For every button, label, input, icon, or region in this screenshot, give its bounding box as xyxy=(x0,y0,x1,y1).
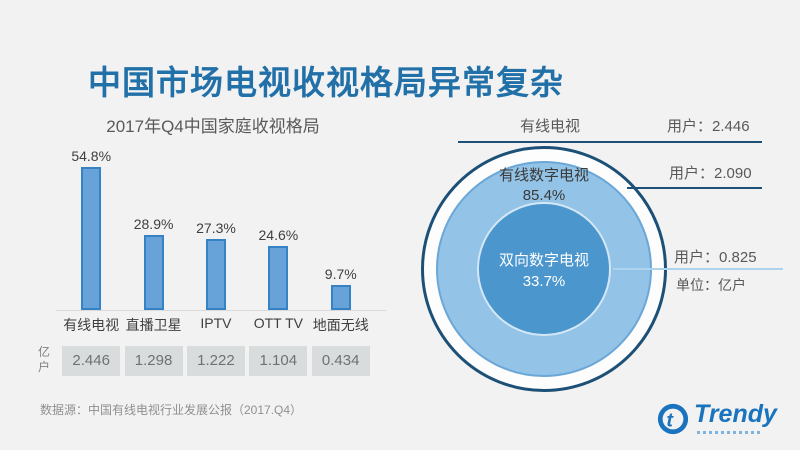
bar-column: 27.3% xyxy=(185,140,247,310)
bar-value-label: 54.8% xyxy=(71,148,112,164)
bar-chart: 54.8% 28.9% 27.3% 24.6% 9.7% xyxy=(60,140,372,310)
middle-circle-users: 用户：2.090 xyxy=(669,165,752,182)
bar-column: 28.9% xyxy=(122,140,184,310)
bar xyxy=(205,239,226,310)
svg-text:t: t xyxy=(666,410,674,432)
bar-column: 54.8% xyxy=(60,140,122,310)
bar-column: 9.7% xyxy=(310,140,372,310)
bar-chart-baseline xyxy=(56,310,386,311)
middle-circle-label: 有线数字电视 85.4% xyxy=(464,166,624,206)
bar-category-label: IPTV xyxy=(200,315,232,331)
inner-circle-users: 用户：0.825 xyxy=(674,249,757,266)
callout-line-middle xyxy=(627,187,762,189)
unit-note: 单位：亿户 xyxy=(676,277,746,293)
user-count-cell: 0.434 xyxy=(311,346,370,376)
bar-category-label: OTT TV xyxy=(253,315,303,331)
bar-category-label: 地面无线 xyxy=(312,317,369,333)
outer-ring-name: 有线电视 xyxy=(519,118,580,135)
middle-circle-percent: 85.4% xyxy=(522,187,566,204)
data-source-note: 数据源：中国有线电视行业发展公报（2017.Q4） xyxy=(40,403,303,417)
inner-circle-label: 双向数字电视 33.7% xyxy=(477,250,611,292)
bar-chart-category-axis: 有线电视 直播卫星 IPTV OTT TV 地面无线 xyxy=(60,315,372,335)
trendy-logo: t Trendy xyxy=(656,400,777,440)
bar-column: 24.6% xyxy=(247,140,309,310)
bar-value-label: 28.9% xyxy=(133,216,174,232)
user-count-cell: 1.104 xyxy=(249,346,308,376)
trendy-logo-text: Trendy xyxy=(694,400,777,428)
bar xyxy=(143,235,164,310)
user-count-table: 2.446 1.298 1.222 1.104 0.434 xyxy=(60,346,372,376)
trendy-logo-icon: t xyxy=(657,403,689,435)
user-count-cell: 1.222 xyxy=(186,346,245,376)
bar-value-label: 9.7% xyxy=(324,266,357,282)
bar xyxy=(268,246,289,310)
user-count-cell: 1.298 xyxy=(124,346,183,376)
bar-value-label: 27.3% xyxy=(196,220,236,236)
slide-title: 中国市场电视收视格局异常复杂 xyxy=(88,64,564,101)
inner-circle-percent: 33.7% xyxy=(522,273,566,290)
middle-circle-name: 有线数字电视 xyxy=(498,167,589,184)
inner-circle-name: 双向数字电视 xyxy=(498,252,589,269)
bar xyxy=(330,285,351,310)
outer-ring-users: 用户：2.446 xyxy=(667,118,750,135)
bar-chart-title: 2017年Q4中国家庭收视格局 xyxy=(106,117,320,136)
bar-category-label: 有线电视 xyxy=(63,317,120,333)
inner-circle-two-way-digital xyxy=(477,202,611,336)
bar xyxy=(81,167,102,310)
unit-row-label: 亿户 xyxy=(38,345,51,374)
user-count-cell: 2.446 xyxy=(62,346,121,376)
trendy-logo-tagline-microtext xyxy=(697,431,761,434)
bar-category-label: 直播卫星 xyxy=(125,317,182,333)
callout-line-inner xyxy=(613,268,783,270)
callout-line-outer xyxy=(458,141,762,143)
bar-value-label: 24.6% xyxy=(258,227,299,243)
